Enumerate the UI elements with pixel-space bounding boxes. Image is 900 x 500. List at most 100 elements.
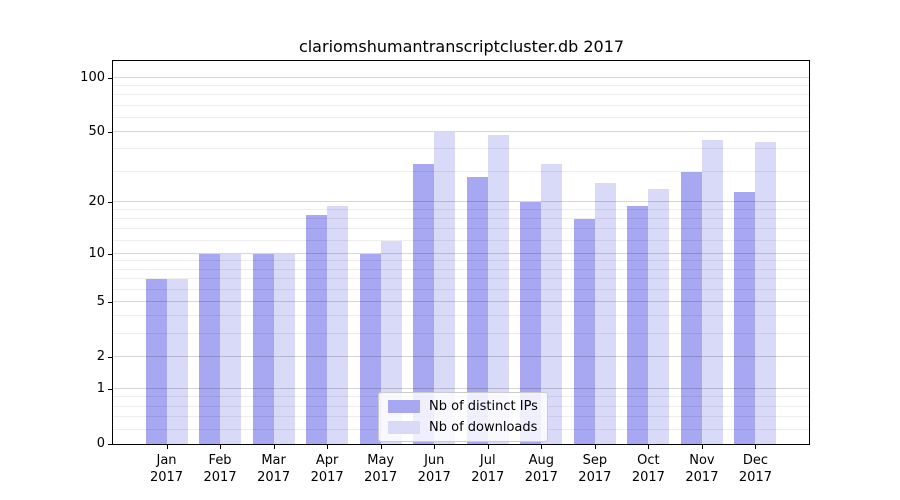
legend-swatch [388,421,420,434]
gridline-minor [113,218,809,220]
legend: Nb of distinct IPs Nb of downloads [378,392,548,442]
x-tick-label: Aug 2017 [511,452,571,486]
legend-item: Nb of downloads [388,420,538,435]
bar-distinct-ips [520,202,542,444]
x-tick-label: Dec 2017 [725,452,785,486]
gridline-minor [113,85,809,87]
x-tick-year: 2017 [310,470,344,485]
x-tick-mark [541,445,543,449]
y-tick-label: 50 [88,124,105,140]
y-tick-mark [108,132,112,134]
y-tick-label: 100 [80,69,105,85]
y-tick-mark [108,77,112,79]
x-tick-month: Nov [689,453,715,468]
gridline-minor [113,333,809,335]
gridline-major [113,76,809,78]
x-tick-mark [220,445,222,449]
bar-downloads [648,188,670,444]
x-tick-label: Jul 2017 [458,452,518,486]
x-tick-month: Feb [208,453,232,468]
x-tick-label: Oct 2017 [618,452,678,486]
bar-downloads [327,206,349,444]
y-tick-label: 0 [96,436,105,451]
bars-layer [113,61,809,444]
legend-swatch [388,400,420,413]
y-tick-label: 10 [88,245,105,261]
y-tick-mark [108,253,112,255]
legend-label: Nb of downloads [429,420,538,435]
x-tick-mark [755,445,757,449]
x-tick-label: Feb 2017 [190,452,250,486]
y-tick-label: 5 [96,293,105,309]
gridline-major [113,131,809,133]
x-tick-label: Apr 2017 [297,452,357,486]
x-tick-month: May [367,453,395,468]
x-tick-mark [648,445,650,449]
bar-distinct-ips [466,176,488,444]
gridline-minor [113,116,809,118]
x-tick-month: Dec [742,453,769,468]
bar-distinct-ips [145,279,167,444]
bar-distinct-ips [413,164,435,444]
gridline-minor [113,228,809,230]
y-tick-mark [108,356,112,358]
bar-distinct-ips [627,206,649,444]
x-tick-mark [701,445,703,449]
x-tick-mark [166,445,168,449]
bar-distinct-ips [306,214,328,444]
y-tick-label: 2 [96,348,105,364]
x-tick-label: May 2017 [351,452,411,486]
gridline-major [113,201,809,203]
x-tick-mark [487,445,489,449]
x-tick-mark [594,445,596,449]
x-tick-month: Oct [637,453,660,468]
bar-downloads [755,142,777,444]
bar-distinct-ips [734,191,756,444]
x-tick-month: Apr [315,453,339,468]
gridline-minor [113,315,809,317]
x-tick-year: 2017 [524,470,558,485]
y-tick-label: 1 [96,381,105,396]
x-tick-year: 2017 [631,470,665,485]
gridline-minor [113,94,809,96]
x-tick-year: 2017 [738,470,772,485]
bar-distinct-ips [252,253,274,444]
x-tick-month: Jun [424,453,445,468]
x-tick-mark [327,445,329,449]
x-tick-label: Jun 2017 [404,452,464,486]
bar-distinct-ips [680,171,702,444]
gridline-minor [113,260,809,262]
gridline-minor [113,278,809,280]
gridline-major [113,252,809,254]
x-tick-label: Jan 2017 [137,452,197,486]
x-tick-month: Aug [528,453,554,468]
x-tick-year: 2017 [364,470,398,485]
x-tick-month: Jul [479,453,496,468]
gridline-minor [113,104,809,106]
bar-downloads [434,132,456,444]
x-tick-label: Sep 2017 [565,452,625,486]
x-tick-label: Mar 2017 [244,452,304,486]
x-tick-year: 2017 [203,470,237,485]
y-tick-mark [108,202,112,204]
gridline-minor [113,148,809,150]
gridline-minor [113,239,809,241]
gridline-minor [113,170,809,172]
bar-downloads [166,279,188,444]
x-tick-month: Jan [156,453,177,468]
x-tick-year: 2017 [417,470,451,485]
gridline-major [113,355,809,357]
gridline-major [113,388,809,390]
bar-downloads [541,164,563,444]
bar-downloads [701,140,723,444]
x-tick-year: 2017 [578,470,612,485]
bar-distinct-ips [573,219,595,444]
x-tick-mark [273,445,275,449]
x-tick-month: Sep [582,453,608,468]
bar-downloads [273,253,295,444]
x-tick-mark [434,445,436,449]
plot-area: Nb of distinct IPs Nb of downloads [112,60,810,445]
gridline-minor [113,268,809,270]
bar-downloads [487,135,509,444]
gridline-minor [113,288,809,290]
